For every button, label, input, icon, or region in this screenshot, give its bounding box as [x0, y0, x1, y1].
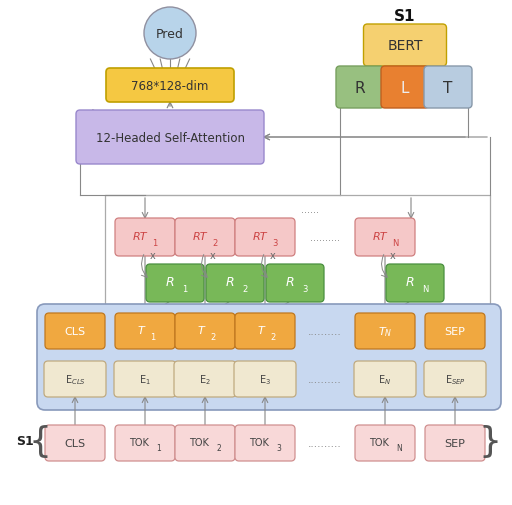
FancyBboxPatch shape [364, 25, 446, 67]
Text: x: x [150, 250, 156, 261]
FancyBboxPatch shape [424, 361, 486, 397]
Text: 3: 3 [276, 443, 282, 452]
Text: T: T [258, 325, 264, 335]
Text: ..........: .......... [308, 374, 342, 384]
FancyBboxPatch shape [146, 265, 204, 302]
Text: R: R [286, 276, 294, 289]
Text: R: R [406, 276, 414, 289]
FancyBboxPatch shape [76, 111, 264, 165]
FancyBboxPatch shape [235, 219, 295, 257]
Text: T: T [443, 80, 453, 95]
Text: SEP: SEP [444, 326, 465, 336]
FancyBboxPatch shape [45, 314, 105, 349]
Text: N: N [422, 284, 428, 293]
Text: E$_1$: E$_1$ [139, 372, 151, 386]
FancyBboxPatch shape [175, 219, 235, 257]
Text: 2: 2 [210, 332, 216, 341]
Text: x: x [270, 250, 276, 261]
Text: 1: 1 [153, 238, 158, 247]
Text: Pred: Pred [156, 27, 184, 40]
Text: N: N [392, 238, 398, 247]
FancyBboxPatch shape [386, 265, 444, 302]
Text: CLS: CLS [65, 438, 86, 448]
Text: L: L [401, 80, 409, 95]
Text: {: { [29, 424, 52, 458]
Text: 2: 2 [270, 332, 275, 341]
FancyBboxPatch shape [235, 314, 295, 349]
Text: 1: 1 [151, 332, 156, 341]
FancyBboxPatch shape [355, 219, 415, 257]
FancyBboxPatch shape [425, 314, 485, 349]
Text: 3: 3 [302, 284, 308, 293]
Text: x: x [210, 250, 216, 261]
FancyBboxPatch shape [235, 425, 295, 461]
Text: E$_{CLS}$: E$_{CLS}$ [65, 372, 86, 386]
Text: 1: 1 [182, 284, 187, 293]
Text: x: x [390, 250, 396, 261]
Text: E$_{SEP}$: E$_{SEP}$ [444, 372, 465, 386]
Text: BERT: BERT [387, 39, 423, 53]
Text: E$_N$: E$_N$ [378, 372, 392, 386]
FancyBboxPatch shape [45, 425, 105, 461]
FancyBboxPatch shape [424, 67, 472, 109]
Text: }: } [479, 424, 501, 458]
Text: 12-Headed Self-Attention: 12-Headed Self-Attention [96, 131, 245, 144]
Text: T: T [138, 325, 144, 335]
Text: CLS: CLS [65, 326, 86, 336]
Text: TOK: TOK [129, 437, 149, 447]
FancyBboxPatch shape [114, 361, 176, 397]
FancyBboxPatch shape [336, 67, 384, 109]
Text: R: R [166, 276, 174, 289]
Text: 2: 2 [242, 284, 248, 293]
FancyBboxPatch shape [355, 425, 415, 461]
Text: R: R [355, 80, 366, 95]
FancyBboxPatch shape [44, 361, 106, 397]
Text: T: T [198, 325, 204, 335]
Text: ..........: .......... [308, 438, 342, 448]
Text: 768*128-dim: 768*128-dim [131, 79, 209, 92]
FancyBboxPatch shape [115, 219, 175, 257]
Text: N: N [396, 443, 402, 452]
FancyBboxPatch shape [266, 265, 324, 302]
Text: ..........: .......... [310, 232, 340, 242]
Text: RT: RT [133, 231, 147, 241]
FancyBboxPatch shape [174, 361, 236, 397]
FancyBboxPatch shape [355, 314, 415, 349]
Text: E$_3$: E$_3$ [259, 372, 271, 386]
Text: ..........: .......... [308, 326, 342, 336]
FancyBboxPatch shape [234, 361, 296, 397]
FancyBboxPatch shape [115, 425, 175, 461]
Text: RT: RT [253, 231, 267, 241]
Text: TOK: TOK [249, 437, 269, 447]
Text: ......: ...... [301, 205, 319, 215]
Text: SEP: SEP [444, 438, 465, 448]
Text: 1: 1 [157, 443, 161, 452]
Text: T$_N$: T$_N$ [378, 324, 392, 338]
FancyBboxPatch shape [206, 265, 264, 302]
Text: 2: 2 [217, 443, 221, 452]
Text: S1: S1 [16, 435, 34, 447]
Text: RT: RT [193, 231, 207, 241]
FancyBboxPatch shape [115, 314, 175, 349]
Text: 3: 3 [272, 238, 278, 247]
Text: E$_2$: E$_2$ [199, 372, 211, 386]
Text: TOK: TOK [369, 437, 389, 447]
Text: RT: RT [373, 231, 387, 241]
FancyBboxPatch shape [175, 314, 235, 349]
FancyBboxPatch shape [381, 67, 429, 109]
Text: TOK: TOK [189, 437, 209, 447]
FancyBboxPatch shape [37, 305, 501, 410]
Text: R: R [226, 276, 234, 289]
FancyBboxPatch shape [106, 69, 234, 103]
FancyBboxPatch shape [354, 361, 416, 397]
FancyBboxPatch shape [175, 425, 235, 461]
Text: S1: S1 [394, 9, 416, 23]
Text: BERT: BERT [252, 373, 284, 386]
Text: 2: 2 [212, 238, 218, 247]
Circle shape [144, 8, 196, 60]
FancyBboxPatch shape [425, 425, 485, 461]
